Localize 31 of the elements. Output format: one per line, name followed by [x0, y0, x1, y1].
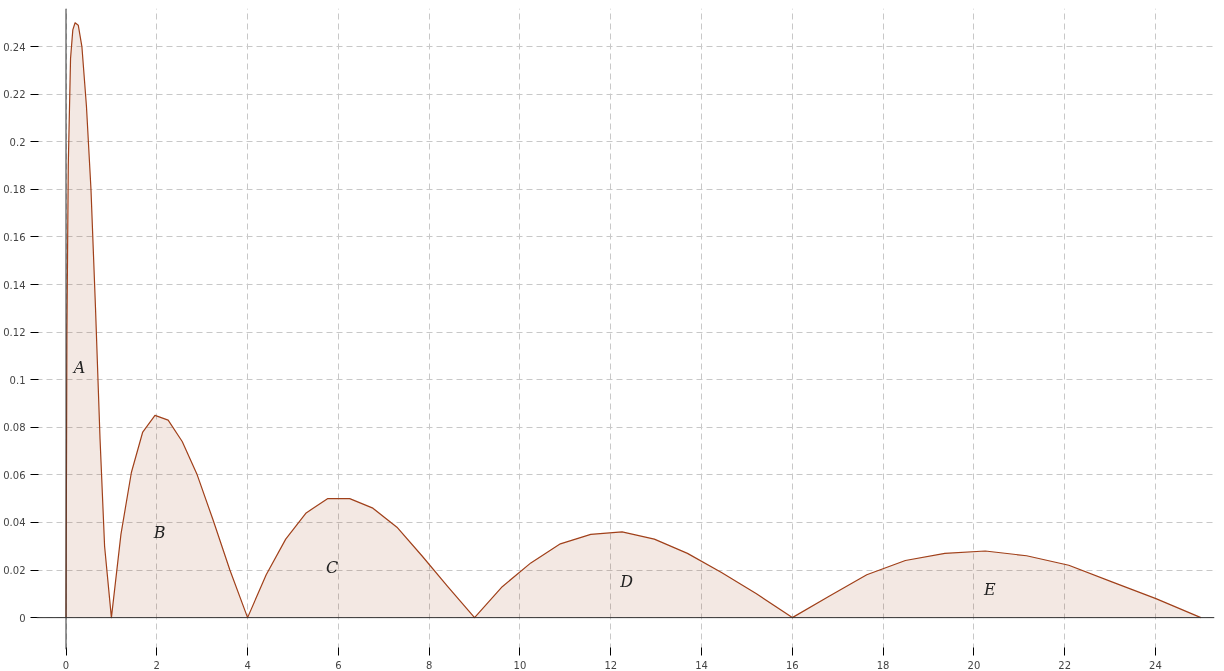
x-tick-label: 4 [244, 659, 251, 671]
y-tick-label: 0.14 [3, 279, 26, 291]
x-tick-label: 14 [695, 659, 708, 671]
x-tick-label: 0 [62, 659, 70, 671]
x-tick-label: 24 [1149, 659, 1162, 671]
x-tick-label: 22 [1058, 659, 1072, 671]
y-tick-label: 0.16 [3, 231, 26, 243]
y-tick-label: 0 [19, 612, 26, 624]
y-tick-label: 0.24 [3, 41, 26, 53]
y-tick-label: 0.18 [3, 184, 26, 196]
annotation: B [152, 523, 166, 543]
y-tick-label: 0.06 [3, 469, 26, 481]
annotation: E [982, 580, 996, 600]
x-tick-label: 6 [335, 659, 342, 671]
x-tick-label: 18 [876, 659, 890, 671]
y-tick-label: 0.22 [3, 89, 26, 101]
annotation: D [619, 572, 634, 592]
annotation: A [71, 358, 86, 378]
x-tick-label: 8 [425, 659, 433, 671]
x-tick-label: 10 [513, 659, 527, 671]
x-tick-label: 20 [967, 659, 981, 671]
y-tick-label: 0.1 [9, 374, 26, 386]
annotation: C [325, 558, 339, 578]
x-tick-label: 2 [153, 659, 160, 671]
y-tick-label: 0.2 [9, 136, 26, 148]
y-tick-label: 0.04 [3, 517, 26, 529]
y-tick-label: 0.08 [3, 422, 26, 434]
x-tick-label: 12 [604, 659, 618, 671]
x-tick-label: 16 [785, 659, 799, 671]
y-tick-label: 0.02 [3, 565, 26, 577]
y-tick-label: 0.12 [3, 327, 26, 339]
